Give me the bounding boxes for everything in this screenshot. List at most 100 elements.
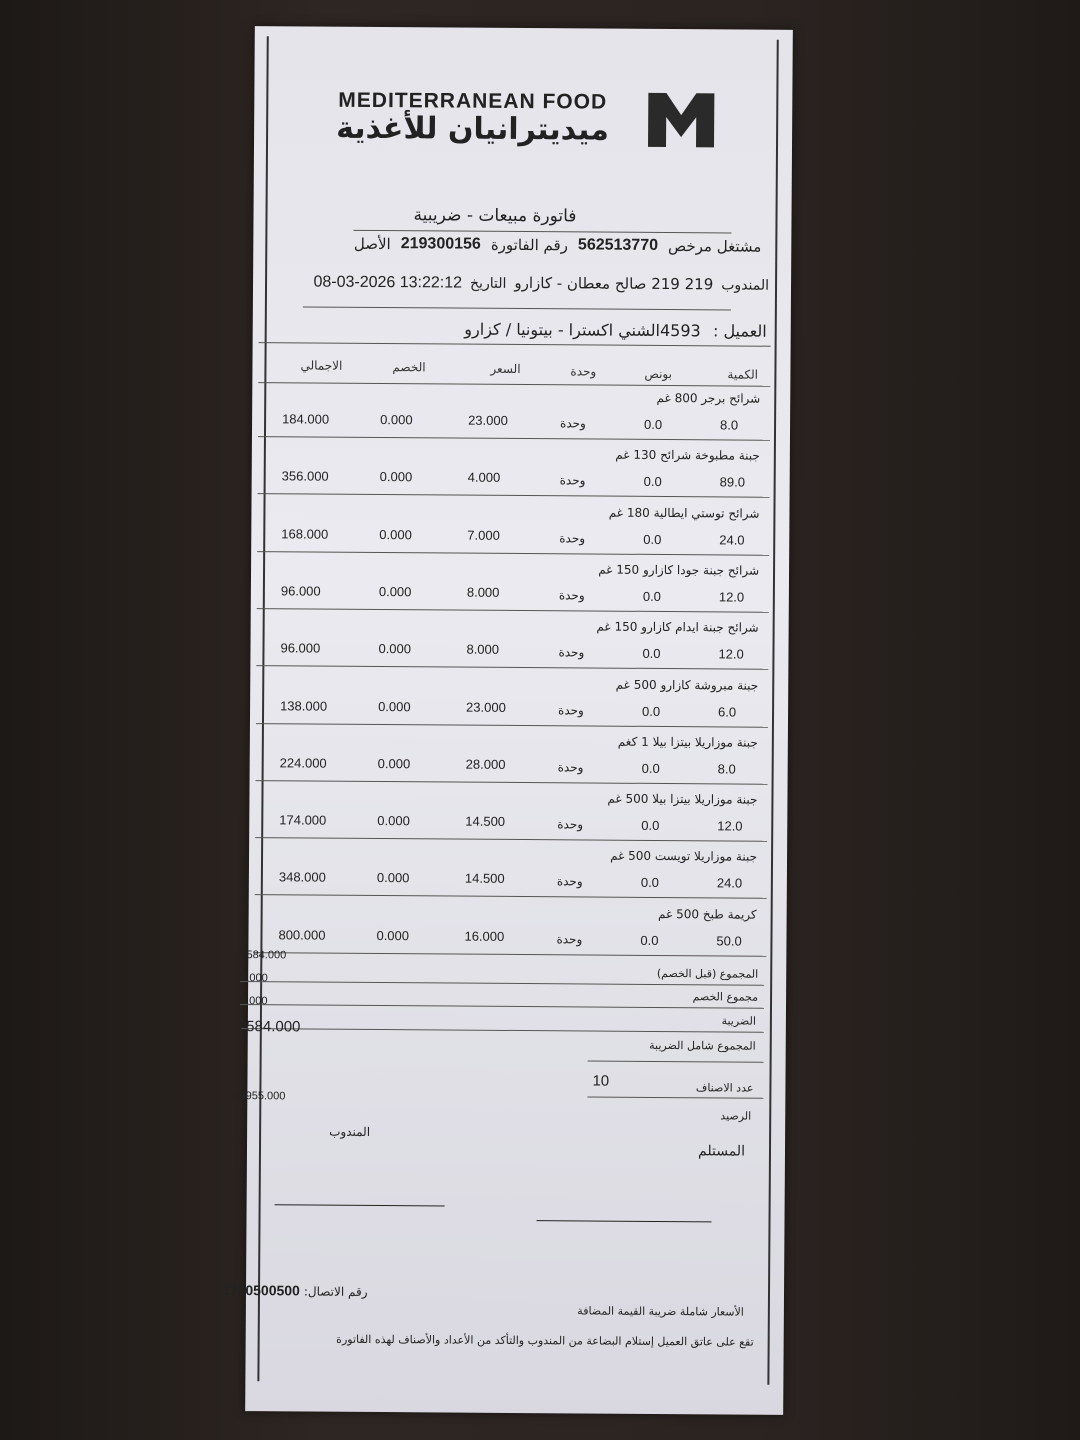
item-bonus: 0.0 [643,474,662,490]
item-bonus: 0.0 [643,531,662,547]
licensed-operator-label: مشتغل مرخص [667,237,762,256]
item-unit: وحدة [558,588,585,603]
item-name: شرائح توستي ايطالية 180 غم [608,505,760,521]
rep-label: المندوب [721,277,770,294]
item-unit: وحدة [559,473,586,488]
items-count-value: 10 [592,1072,610,1090]
discount-total-value: 0.000 [240,972,268,985]
item-qty: 50.0 [716,933,742,949]
item-qty: 6.0 [718,703,737,720]
logo-mark-icon [648,92,715,148]
licensed-operator: 562513770 [577,236,659,254]
item-unit: وحدة [556,874,583,889]
invoice-info-line: مشتغل مرخص 562513770 رقم الفاتورة 219300… [354,235,762,256]
item-total: 800.000 [278,927,326,943]
item-bonus: 0.0 [642,646,661,662]
item-qty: 89.0 [719,474,746,490]
balance-value: 38955.000 [233,1090,286,1103]
item-name: جبنة مبروشة كازارو 500 غم [615,677,759,693]
col-price: السعر [490,361,521,377]
item-price: 23.000 [468,412,508,428]
item-name: شرائح جبنة ايدام كازارو 150 غم [596,619,759,635]
item-total: 96.000 [280,583,321,599]
item-unit: وحدة [557,760,584,775]
logo-name-ar: ميديترانيان للأغذية [336,110,610,148]
item-bonus: 0.0 [641,817,660,834]
item-unit: وحدة [559,530,586,546]
item-price: 14.500 [464,871,505,887]
item-name: جبنة مطبوخة شرائح 130 غم [615,447,760,463]
item-unit: وحدة [560,416,586,431]
discount-total-label: مجموع الخصم [692,990,759,1004]
invoice-no: 219300156 [400,235,481,253]
item-discount: 0.000 [376,927,410,943]
receiver-signature-label: المستلم [698,1143,746,1160]
item-price: 4.000 [467,469,501,486]
item-total: 138.000 [280,697,328,714]
item-name: جبنة موزاريلا بيتزا بيلا 1 كغم [617,734,758,750]
item-qty: 8.0 [717,761,736,777]
disclaimer: تقع على عاتق العميل إستلام البضاعة من ال… [336,1332,754,1349]
item-bonus: 0.0 [644,416,663,432]
subtotal-label: المجموع (قبل الخصم) [656,966,759,981]
item-total: 348.000 [278,869,326,886]
item-qty: 8.0 [720,417,739,433]
item-qty: 12.0 [718,589,745,605]
item-total: 96.000 [280,640,321,656]
invoice-no-label: رقم الفاتورة [490,235,569,255]
item-discount: 0.000 [378,698,411,714]
item-unit: وحدة [558,702,584,717]
grand-total-value: 2584.000 [237,1018,301,1036]
item-qty: 12.0 [717,818,743,834]
rep-name: 219 219 صالح معطان - كازارو [514,273,714,294]
col-qty: الكمية [727,367,759,382]
item-price: 28.000 [465,756,506,772]
item-total: 174.000 [279,812,327,828]
item-bonus: 0.0 [642,703,661,719]
item-bonus: 0.0 [642,588,662,604]
col-discount: الخصم [392,360,426,375]
item-bonus: 0.0 [640,932,659,948]
item-total: 224.000 [279,755,327,771]
item-qty: 24.0 [716,875,743,891]
item-total: 168.000 [281,525,329,542]
item-name: شرائح جبنة جودا كازارو 150 غم [598,562,760,578]
item-price: 23.000 [466,699,506,715]
balance-label: الرصيد [720,1109,752,1123]
item-unit: وحدة [556,931,583,947]
item-bonus: 0.0 [641,760,660,776]
item-price: 8.000 [466,584,500,600]
item-discount: 0.000 [380,412,413,428]
vat-note: الأسعار شاملة ضريبة القيمة المضافة [577,1304,744,1319]
item-name: جبنة موزاريلا بيتزا بيلا 500 غم [607,791,758,807]
item-qty: 12.0 [718,646,744,662]
customer-label: العميل : [712,321,767,341]
item-total: 356.000 [281,468,329,484]
item-price: 8.000 [466,641,500,658]
col-total: الاجمالي [300,358,343,373]
rep-signature-label: المندوب [329,1124,371,1139]
item-price: 14.500 [465,813,506,829]
phone-line: 1700500500 رقم الاتصال: [222,1282,368,1299]
date-label: التاريخ [469,275,507,292]
item-discount: 0.000 [377,813,410,829]
item-discount: 0.000 [379,469,413,485]
col-unit: وحدة [570,364,597,379]
item-name: جبنة موزاريلا تويست 500 غم [610,849,758,865]
item-name: شرائح برجر 800 غم [656,390,761,406]
invoice-date: 08-03-2026 13:22:12 [313,273,463,292]
item-total: 184.000 [282,411,330,427]
item-qty: 24.0 [719,531,745,548]
item-unit: وحدة [558,645,585,660]
invoice-title: فاتورة مبيعات - ضريبية [413,205,577,227]
items-count-label: عدد الاصناف [695,1081,754,1095]
tax-value: 0.000 [239,995,268,1008]
item-bonus: 0.0 [640,875,660,891]
item-discount: 0.000 [379,526,412,542]
item-discount: 0.000 [376,870,410,886]
grand-total-label: المجموع شامل الضريبة [649,1038,756,1053]
item-price: 7.000 [467,527,500,543]
item-unit: وحدة [557,817,584,832]
tax-label: الضريبة [721,1014,756,1028]
subtotal-value: 2584.000 [240,949,287,962]
